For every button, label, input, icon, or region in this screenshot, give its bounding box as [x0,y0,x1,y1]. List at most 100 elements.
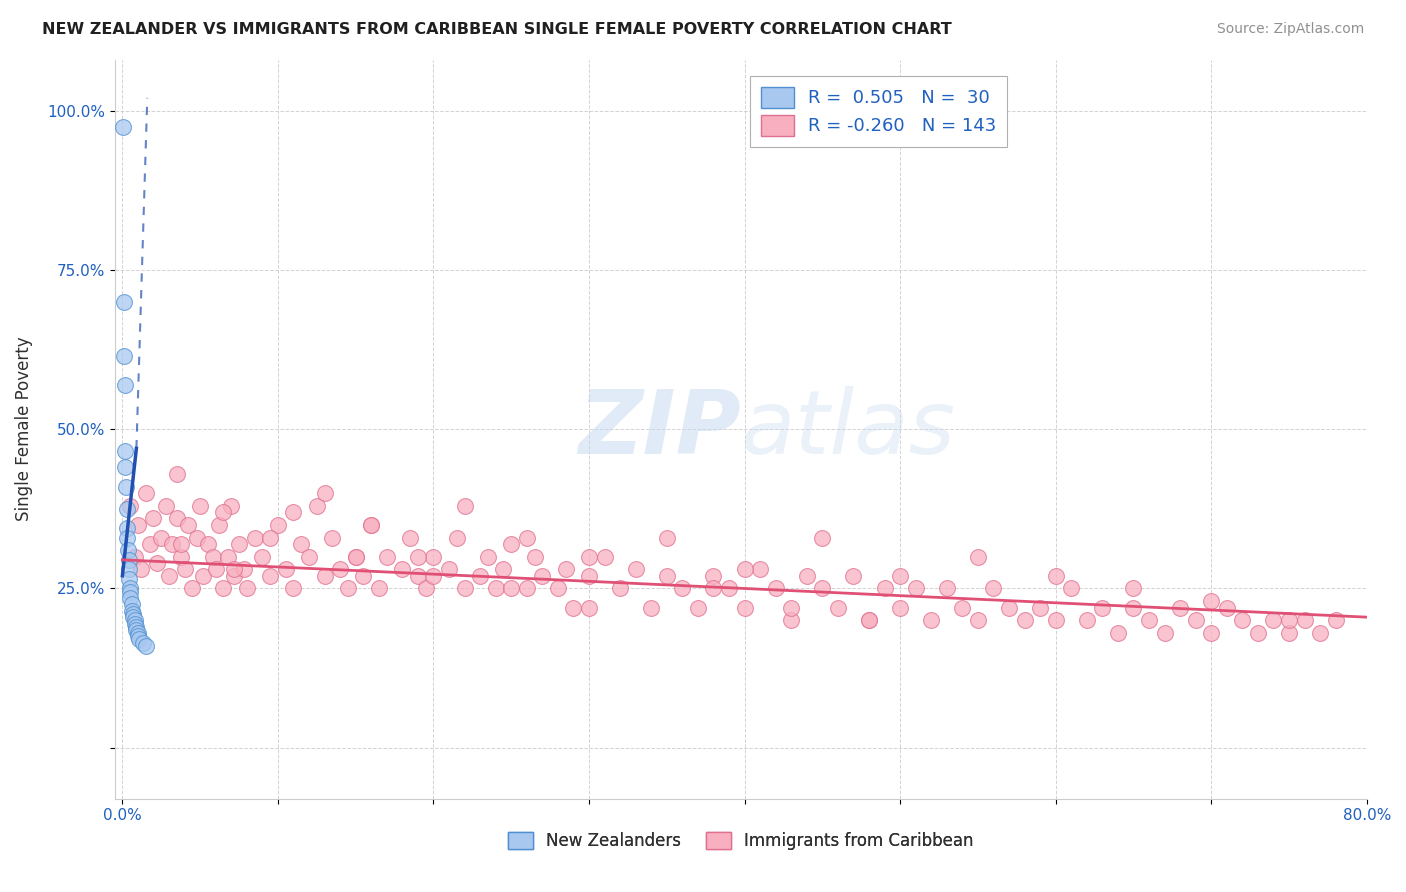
Point [173,562,195,576]
Point [139,537,162,551]
Point [1294,613,1316,627]
Point [166,467,188,481]
Point [150,531,173,545]
Point [562,600,585,615]
Point [201,549,224,564]
Point [593,549,616,564]
Point [122,610,145,624]
Point [160,537,183,551]
Point [1309,626,1331,640]
Point [135,486,157,500]
Point [360,517,382,532]
Point [734,562,756,576]
Point [547,582,569,596]
Point [1045,568,1067,582]
Text: ZIP: ZIP [578,385,741,473]
Point [640,600,662,615]
Point [578,568,600,582]
Point [219,499,242,513]
Point [127,517,149,532]
Point [145,556,167,570]
Point [406,549,429,564]
Point [114,377,136,392]
Point [228,537,250,551]
Point [967,549,990,564]
Point [142,511,165,525]
Point [124,613,146,627]
Point [811,531,834,545]
Point [399,531,422,545]
Point [217,549,239,564]
Point [170,537,193,551]
Point [121,604,143,618]
Point [827,600,849,615]
Point [501,582,523,596]
Point [155,499,177,513]
Point [842,568,865,582]
Point [1278,613,1301,627]
Point [1107,626,1129,640]
Point [858,613,880,627]
Text: Source: ZipAtlas.com: Source: ZipAtlas.com [1216,22,1364,37]
Point [873,582,896,596]
Point [780,600,803,615]
Point [889,568,911,582]
Point [655,531,678,545]
Point [375,549,398,564]
Point [950,600,973,615]
Point [236,582,259,596]
Point [1137,613,1160,627]
Point [157,568,180,582]
Point [127,626,149,640]
Point [117,553,139,567]
Point [734,600,756,615]
Point [406,568,429,582]
Point [121,598,143,612]
Point [1029,600,1052,615]
Point [112,349,135,363]
Point [578,600,600,615]
Point [117,562,139,576]
Point [516,582,538,596]
Point [283,505,305,519]
Point [1324,613,1347,627]
Point [1199,594,1222,608]
Point [718,582,741,596]
Point [889,600,911,615]
Text: atlas: atlas [741,386,956,472]
Point [1060,582,1083,596]
Point [127,629,149,643]
Point [453,582,475,596]
Point [115,501,138,516]
Point [267,517,290,532]
Point [920,613,942,627]
Legend: New Zealanders, Immigrants from Caribbean: New Zealanders, Immigrants from Caribbea… [501,825,980,857]
Point [314,486,336,500]
Point [125,623,148,637]
Point [329,562,352,576]
Point [702,582,724,596]
Point [983,582,1005,596]
Point [477,549,499,564]
Point [283,582,305,596]
Point [811,582,834,596]
Point [780,613,803,627]
Point [470,568,492,582]
Point [516,531,538,545]
Point [298,549,321,564]
Point [415,582,437,596]
Point [197,537,219,551]
Point [1184,613,1206,627]
Point [1263,613,1285,627]
Point [125,620,148,634]
Point [904,582,927,596]
Point [485,582,508,596]
Point [120,499,142,513]
Point [188,499,211,513]
Point [186,531,208,545]
Point [1045,613,1067,627]
Point [437,562,460,576]
Point [391,562,413,576]
Point [129,562,152,576]
Point [115,521,138,535]
